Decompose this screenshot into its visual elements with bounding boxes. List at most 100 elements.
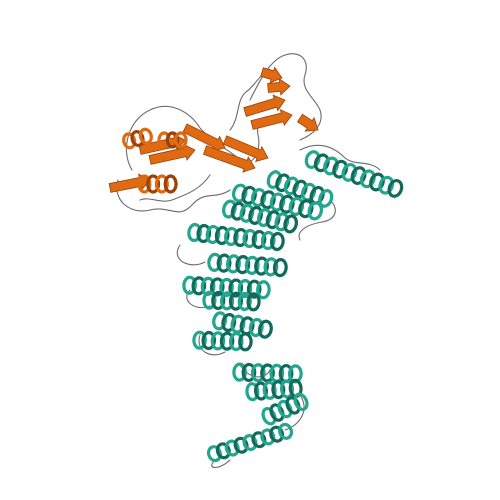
helix-turn: [341, 162, 358, 182]
helix-turn: [241, 185, 257, 205]
helix-turn: [182, 275, 197, 295]
helix-turn: [231, 183, 248, 203]
helix-turn: [251, 431, 267, 449]
helix-turn: [304, 150, 321, 170]
helix-turn: [323, 156, 339, 176]
beta-strand: [296, 113, 319, 132]
helix-turn: [269, 192, 286, 212]
helix-turn: [130, 130, 145, 147]
helix-turn: [192, 330, 207, 350]
helix-turn: [250, 363, 266, 383]
beta-strand: [148, 143, 196, 165]
coil-teal-5: [198, 334, 226, 356]
helix-turn: [270, 231, 285, 252]
helix-turn: [275, 173, 291, 193]
coil-teal-3: [177, 244, 206, 266]
helix-turn: [283, 176, 300, 196]
helix-turn: [206, 445, 222, 463]
helix-turn: [263, 257, 279, 277]
helix-turn: [221, 312, 237, 333]
helix-turn: [369, 172, 385, 192]
helix-turn: [265, 210, 281, 230]
coil-orange-2: [116, 179, 231, 213]
helix-turn: [285, 396, 301, 415]
helix-turn: [224, 439, 240, 457]
helix-teal-7: [182, 275, 271, 300]
helix-turn: [292, 179, 308, 199]
helix-turn: [187, 222, 202, 243]
helix-turn: [154, 174, 169, 194]
helix-orange-1: [137, 174, 178, 194]
helix-turn: [237, 291, 252, 312]
helix-turn: [233, 227, 248, 248]
coil-orange-5: [139, 174, 211, 202]
helix-turn: [293, 392, 309, 412]
helix-turn: [378, 175, 395, 195]
beta-strand: [182, 123, 226, 152]
helix-teal-10: [192, 330, 253, 352]
helix-turn: [269, 425, 285, 443]
helix-turn: [219, 331, 235, 351]
beta-strand: [267, 78, 291, 96]
coil-teal-1: [299, 144, 381, 171]
helix-turn: [256, 280, 271, 300]
helix-turn: [157, 131, 171, 149]
helix-turn: [209, 277, 225, 297]
helix-turn: [261, 406, 277, 426]
helix-turn: [246, 279, 262, 299]
helix-turn: [298, 199, 314, 219]
helix-turn: [222, 199, 237, 219]
helix-turn: [277, 399, 293, 419]
helix-turn: [191, 276, 207, 296]
helix-turn: [313, 153, 330, 173]
helix-turn: [239, 203, 255, 223]
helix-turn: [260, 428, 276, 446]
helix-turn: [174, 131, 188, 149]
helix-turn: [332, 159, 349, 179]
helix-turn: [122, 132, 137, 150]
helix-turn: [271, 380, 286, 400]
helix-turn: [318, 189, 334, 208]
helix-turn: [214, 225, 230, 246]
helix-teal-14: [206, 422, 294, 463]
helix-turn: [288, 196, 305, 216]
helix-turn: [246, 292, 261, 312]
helix-turn: [232, 362, 248, 382]
helix-turn: [244, 255, 260, 275]
helix-turn: [266, 170, 282, 189]
helix-turn: [245, 382, 260, 402]
helix-turn: [269, 403, 285, 422]
helix-turn: [146, 174, 161, 194]
helix-turn: [260, 363, 275, 383]
helix-turn: [283, 214, 298, 234]
helix-teal-5: [187, 222, 285, 252]
helix-turn: [251, 229, 267, 250]
helix-turn: [274, 212, 290, 232]
coil-teal-7: [284, 394, 305, 431]
helix-turn: [279, 194, 295, 214]
beta-strand: [250, 108, 293, 130]
helix-turn: [387, 178, 404, 198]
helix-orange-2: [122, 127, 153, 150]
helix-turn: [260, 230, 276, 251]
helix-turn: [228, 278, 244, 298]
helix-turn: [235, 255, 251, 275]
helix-turn: [237, 279, 253, 299]
helix-turn: [250, 188, 267, 208]
helix-turn: [272, 258, 288, 278]
coil-orange-3: [249, 53, 322, 141]
helix-turn: [254, 256, 270, 276]
beta-strand: [202, 145, 256, 173]
helix-turn: [242, 434, 258, 451]
helix-teal-8: [202, 290, 261, 312]
helix-turn: [230, 201, 246, 221]
helix-turn: [138, 127, 153, 145]
helix-turn: [165, 131, 180, 149]
helix-teal-1: [304, 150, 404, 198]
helix-turn: [242, 228, 258, 249]
helix-teal-6: [207, 252, 288, 278]
helix-turn: [300, 182, 317, 202]
helix-turn: [201, 330, 217, 351]
